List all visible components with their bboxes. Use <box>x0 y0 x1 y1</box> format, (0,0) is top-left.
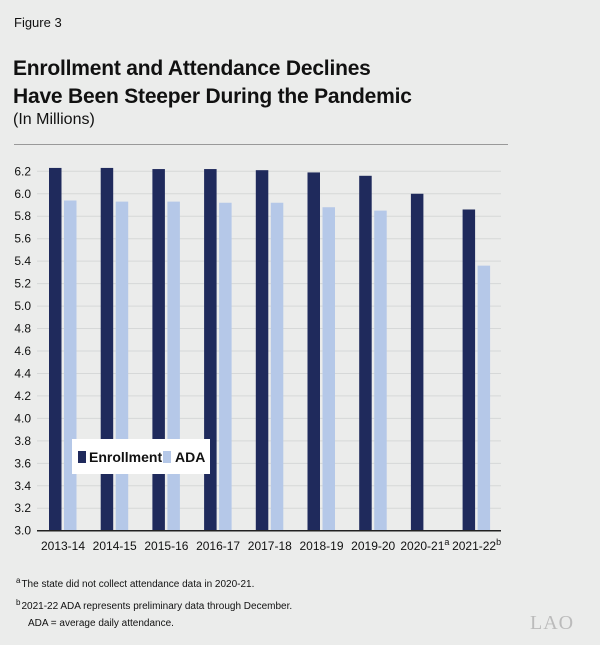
abbreviation-note: ADA = average daily attendance. <box>28 618 174 629</box>
bar-enrollment-2021-22 <box>462 209 476 531</box>
x-tick-label: 2016-17 <box>196 539 240 553</box>
y-tick-label: 5.4 <box>14 254 31 268</box>
y-tick-label: 3.6 <box>14 456 31 470</box>
x-tick-label: 2015-16 <box>144 539 188 553</box>
x-tick-label: 2013-14 <box>41 539 85 553</box>
bar-enrollment-2014-15 <box>100 167 114 531</box>
y-tick-label: 3.2 <box>14 501 31 515</box>
footnote-a: aThe state did not collect attendance da… <box>16 576 254 590</box>
legend-swatch-ada <box>163 451 171 463</box>
bar-enrollment-2019-20 <box>359 175 372 531</box>
y-tick-label: 6.0 <box>14 187 31 201</box>
y-tick-label: 4.6 <box>14 344 31 358</box>
chart-title: Enrollment and Attendance Declines Have … <box>13 55 412 111</box>
bar-ada-2018-19 <box>322 207 335 531</box>
bar-enrollment-2016-17 <box>204 169 217 531</box>
x-tick-label: 2020-21a <box>400 537 449 553</box>
x-tick-label: 2019-20 <box>351 539 395 553</box>
footnote-marker: b <box>16 598 21 607</box>
bar-ada-2014-15 <box>115 201 129 531</box>
y-tick-label: 5.6 <box>14 232 31 246</box>
bar-enrollment-2020-21 <box>410 193 424 531</box>
figure-label: Figure 3 <box>14 15 62 30</box>
legend-label-ada: ADA <box>175 449 205 465</box>
bar-enrollment-2018-19 <box>307 172 320 531</box>
bar-enrollment-2015-16 <box>152 169 165 531</box>
chart-subtitle: (In Millions) <box>13 111 95 128</box>
y-tick-label: 5.2 <box>14 277 31 291</box>
footnote-text: The state did not collect attendance dat… <box>21 579 255 590</box>
y-tick-label: 3.8 <box>14 434 31 448</box>
y-tick-label: 6.2 <box>14 164 31 178</box>
x-tick-label: 2021-22b <box>452 537 501 553</box>
bar-enrollment-2013-14 <box>49 167 62 531</box>
title-line-2: Have Been Steeper During the Pandemic <box>13 85 412 108</box>
y-tick-label: 4.0 <box>14 411 31 425</box>
y-tick-label: 3.4 <box>14 479 31 493</box>
y-tick-label: 3.0 <box>14 524 31 538</box>
footnote-b: b2021-22 ADA represents preliminary data… <box>16 598 292 612</box>
title-line-1: Enrollment and Attendance Declines <box>13 57 371 80</box>
bar-ada-2015-16 <box>167 201 180 531</box>
bar-ada-2021-22 <box>477 265 491 531</box>
bar-ada-2017-18 <box>270 202 284 531</box>
bar-ada-2016-17 <box>219 202 232 531</box>
y-tick-label: 5.8 <box>14 209 31 223</box>
lao-logo: LAO <box>530 612 575 634</box>
y-tick-label: 4.4 <box>14 366 31 380</box>
bar-ada-2019-20 <box>374 210 387 531</box>
legend-swatch-enrollment <box>78 451 86 463</box>
bar-enrollment-2017-18 <box>255 170 269 531</box>
footnote-text: 2021-22 ADA represents preliminary data … <box>21 601 293 612</box>
legend-box <box>72 439 210 474</box>
y-tick-label: 4.2 <box>14 389 31 403</box>
x-tick-label: 2018-19 <box>299 539 343 553</box>
footnote-marker: a <box>16 576 21 585</box>
x-tick-label: 2017-18 <box>248 539 292 553</box>
x-tick-label: 2014-15 <box>93 539 137 553</box>
title-divider <box>14 144 508 145</box>
bar-ada-2013-14 <box>64 200 77 531</box>
y-tick-label: 5.0 <box>14 299 31 313</box>
y-tick-label: 4.8 <box>14 322 31 336</box>
legend-label-enrollment: Enrollment <box>89 449 162 465</box>
